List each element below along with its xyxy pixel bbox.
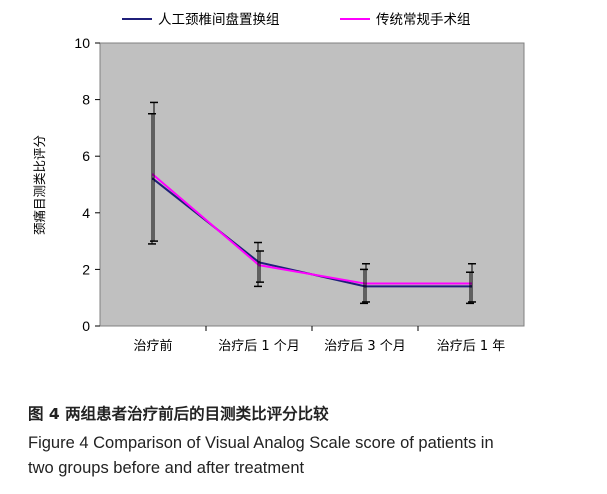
x-category-label: 治疗前 (133, 338, 172, 354)
series-line (152, 173, 471, 285)
figure-caption-chinese: 图 4 两组患者治疗前后的目测类比评分比较 (28, 405, 329, 423)
axes: 0 2 4 6 8 10 治疗前 治疗后 1 个月 治疗后 3 个月 治疗后 1 年 (74, 35, 505, 354)
vas-line-chart: 0 2 4 6 8 10 治疗前 治疗后 1 个月 治疗后 3 个月 治疗后 1 年 人工颈椎间盘… (32, 11, 525, 354)
y-tick-label: 2 (82, 261, 90, 277)
x-category-label: 治疗后 1 年 (437, 339, 506, 354)
x-category-label: 治疗后 1 个月 (218, 339, 300, 354)
legend: 人工颈椎间盘置换组 传统常规手术组 (122, 11, 471, 28)
y-tick-label: 8 (82, 92, 90, 108)
y-tick-label: 6 (82, 148, 90, 164)
series-layer (148, 101, 476, 305)
legend-label: 传统常规手术组 (376, 12, 471, 28)
legend-label: 人工颈椎间盘置换组 (158, 11, 280, 28)
figure-caption-english-line2: two groups before and after treatment (28, 459, 305, 477)
plot-area (99, 42, 525, 327)
y-tick-label: 10 (74, 35, 90, 51)
y-tick-label: 4 (82, 205, 90, 221)
y-tick-label: 0 (82, 318, 90, 334)
x-category-label: 治疗后 3 个月 (324, 339, 406, 354)
figure-caption-english-line1: Figure 4 Comparison of Visual Analog Sca… (28, 434, 494, 452)
y-axis-label: 颈痛目测类比评分 (32, 135, 47, 235)
